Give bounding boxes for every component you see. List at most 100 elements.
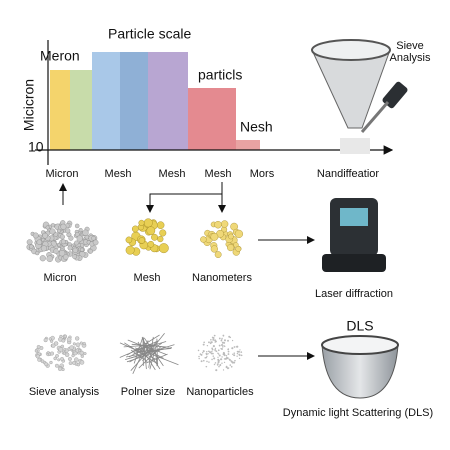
particle	[29, 244, 34, 249]
particle	[83, 352, 87, 356]
powder-pile	[340, 138, 370, 154]
particle	[72, 342, 76, 346]
particle	[147, 240, 155, 248]
particle	[79, 247, 85, 252]
particle	[74, 232, 80, 237]
bar-shape	[148, 52, 188, 150]
particle	[68, 235, 74, 241]
particle	[58, 347, 64, 352]
particle	[60, 357, 64, 361]
particle	[215, 350, 218, 353]
particle	[75, 336, 80, 341]
particle	[71, 354, 75, 358]
particle	[44, 362, 49, 367]
particle	[211, 358, 213, 361]
particle	[213, 357, 216, 360]
particle	[37, 357, 42, 362]
item-label: Micron	[43, 272, 76, 284]
y-axis-label: Micicron	[21, 79, 37, 131]
particle	[236, 345, 239, 348]
particle	[236, 355, 238, 357]
particle	[221, 362, 223, 364]
particle	[198, 357, 200, 360]
particle	[229, 364, 232, 366]
probe-head	[382, 81, 408, 109]
particle	[202, 343, 205, 346]
particle	[82, 341, 86, 346]
particle	[48, 337, 52, 341]
bar-shape	[50, 70, 70, 150]
particle	[217, 356, 219, 358]
particle	[128, 343, 151, 358]
particle	[210, 232, 219, 241]
particle	[239, 349, 241, 351]
particle	[211, 347, 214, 350]
particle	[124, 342, 159, 365]
particle	[206, 351, 208, 353]
particle	[228, 358, 231, 361]
particle	[54, 363, 59, 368]
particle	[212, 355, 215, 357]
particle	[202, 350, 205, 352]
particle	[49, 228, 56, 235]
particle	[205, 365, 208, 368]
particle	[214, 220, 222, 229]
bar-shape	[120, 52, 148, 150]
particle	[143, 218, 153, 228]
particle	[214, 347, 217, 350]
particle	[227, 350, 230, 353]
particle	[198, 355, 200, 358]
particle	[234, 359, 236, 362]
particle	[233, 346, 236, 348]
section-title: DLS	[346, 318, 373, 334]
particle	[125, 245, 135, 255]
particle	[224, 345, 226, 348]
particle	[32, 232, 39, 239]
particle	[76, 235, 83, 242]
particle	[201, 351, 204, 354]
instrument-label: Dynamic light Scattering (DLS)	[283, 407, 433, 419]
bowl-body	[321, 344, 399, 399]
particle	[125, 236, 133, 244]
particle	[74, 223, 80, 229]
particle	[212, 345, 215, 348]
particle	[82, 229, 89, 236]
device-screen	[340, 208, 368, 226]
particle	[213, 334, 216, 337]
bar-shape	[70, 70, 92, 150]
particle	[210, 338, 212, 341]
particle	[65, 228, 71, 234]
particle	[228, 233, 234, 240]
particle	[222, 353, 225, 356]
particle	[220, 220, 229, 228]
particle	[40, 245, 47, 252]
particle	[221, 341, 224, 344]
particle	[138, 237, 146, 244]
funnel-rim	[311, 39, 391, 61]
particle	[221, 348, 223, 350]
particle	[200, 236, 207, 243]
particle	[233, 352, 236, 354]
particle	[80, 354, 84, 358]
particle	[227, 353, 230, 355]
particle	[158, 243, 169, 254]
particle	[138, 219, 145, 226]
particle	[39, 255, 46, 262]
particle	[237, 350, 240, 353]
scale-bars	[50, 52, 260, 150]
particle	[219, 363, 222, 366]
particle	[126, 352, 154, 363]
particle	[68, 357, 72, 361]
particle	[230, 365, 233, 368]
particle	[212, 352, 214, 355]
particle	[207, 353, 209, 355]
particle	[233, 354, 236, 357]
particle	[64, 352, 70, 357]
particle	[146, 226, 156, 236]
particle	[203, 341, 205, 344]
particle	[222, 335, 225, 337]
particle	[53, 232, 59, 237]
particle	[223, 361, 226, 364]
particle	[45, 225, 50, 230]
particle	[156, 221, 165, 229]
